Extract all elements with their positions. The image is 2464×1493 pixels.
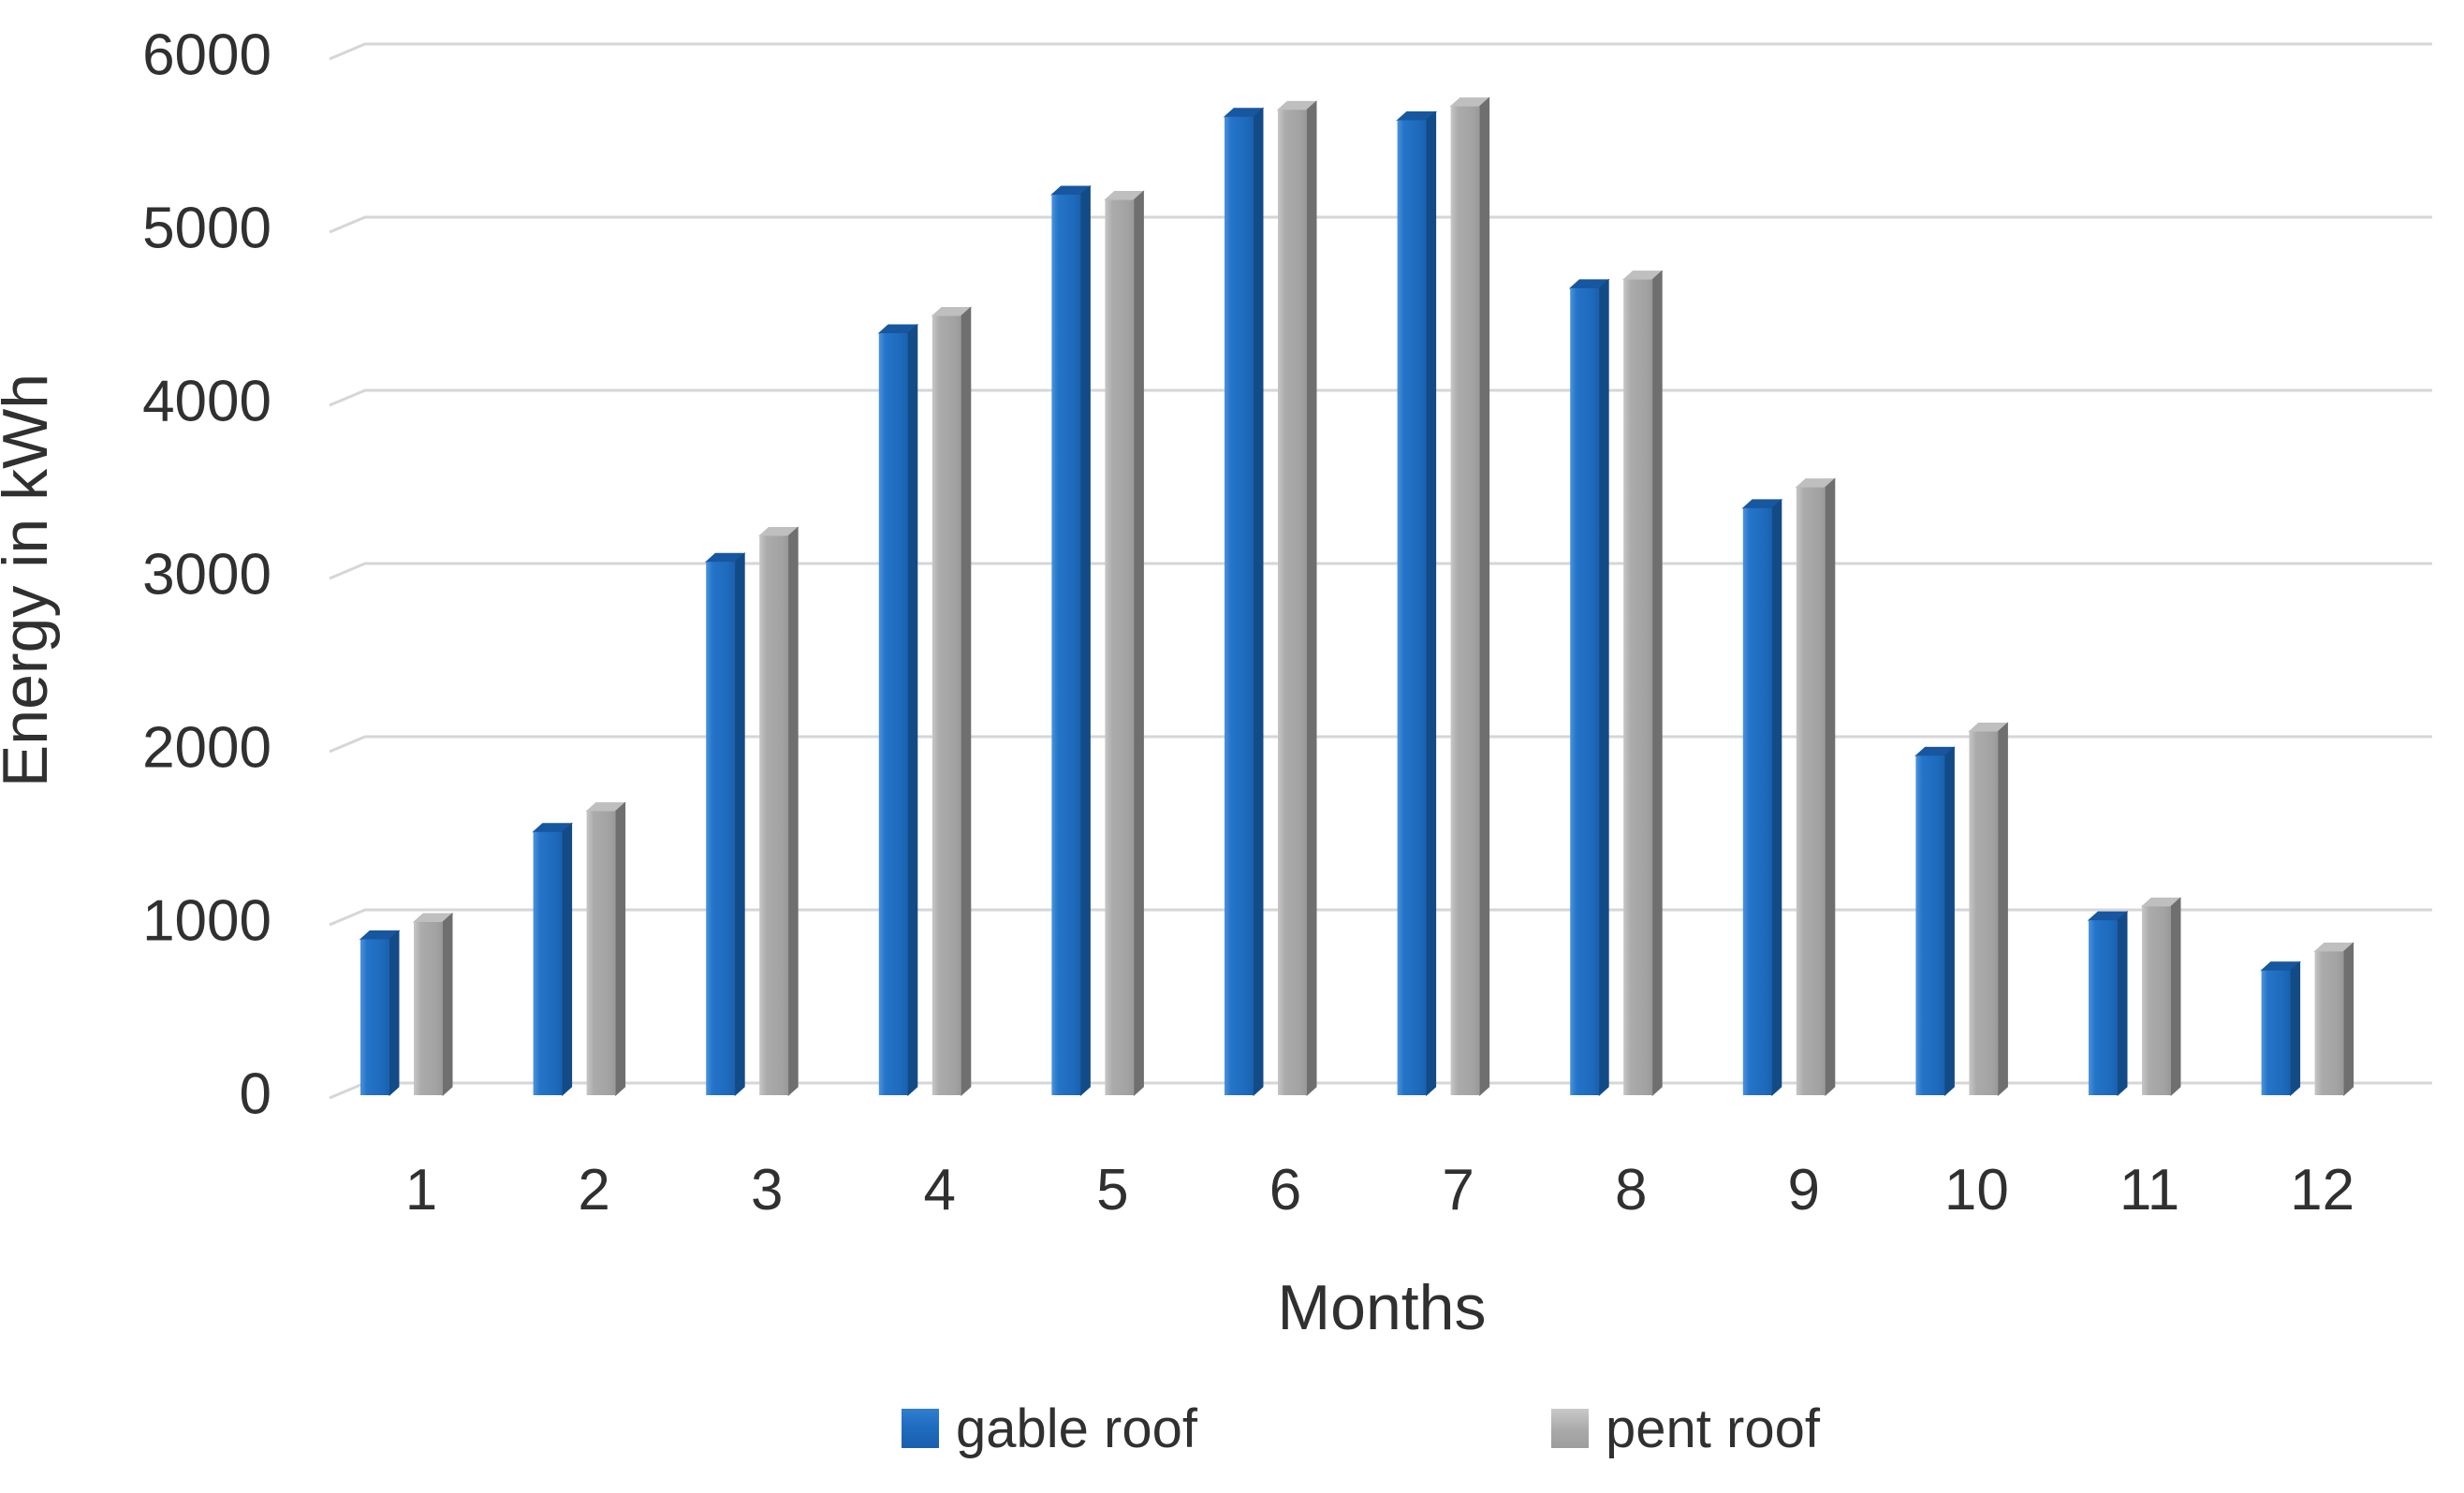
bar-side-gable-roof-month-10	[1943, 746, 1955, 1097]
bar-gable-roof-month-2	[533, 831, 563, 1095]
bar-pent-roof-month-5	[1105, 199, 1135, 1096]
legend: gable roof pent roof	[0, 1398, 2464, 1468]
bar-side-pent-roof-month-8	[1651, 270, 1663, 1097]
bar-gable-roof-month-4	[878, 333, 908, 1095]
bar-side-gable-roof-month-6	[1253, 107, 1264, 1097]
bar-side-gable-roof-month-11	[2117, 911, 2128, 1097]
bar-side-gable-roof-month-5	[1079, 184, 1091, 1097]
x-tick-label: 6	[1269, 1158, 1301, 1222]
bar-series	[359, 96, 2354, 1097]
legend-item-pent-roof: pent roof	[1551, 1398, 1820, 1459]
bar-pent-roof-month-11	[2142, 906, 2171, 1095]
bar-gable-roof-month-8	[1570, 287, 1600, 1095]
bar-side-pent-roof-month-2	[615, 801, 626, 1097]
y-tick-label: 5000	[142, 197, 271, 261]
x-tick-label: 2	[578, 1158, 609, 1222]
bar-side-pent-roof-month-7	[1479, 96, 1490, 1097]
x-tick-label: 4	[924, 1158, 956, 1222]
bar-side-pent-roof-month-5	[1133, 190, 1144, 1097]
y-tick-label: 3000	[142, 543, 271, 607]
bar-gable-roof-month-12	[2261, 970, 2291, 1095]
legend-label-pent-roof: pent roof	[1606, 1398, 1820, 1459]
gridline	[329, 215, 2432, 234]
bar-side-gable-roof-month-3	[734, 552, 745, 1097]
bar-gable-roof-month-6	[1225, 116, 1254, 1095]
gridline	[329, 42, 2432, 61]
bar-pent-roof-month-2	[586, 811, 616, 1095]
bar-side-pent-roof-month-10	[1997, 722, 2008, 1097]
bar-gable-roof-month-7	[1397, 120, 1427, 1096]
bar-gable-roof-month-3	[706, 562, 736, 1095]
x-axis-title: Months	[1278, 1272, 1487, 1343]
bar-pent-roof-month-1	[414, 922, 443, 1095]
bar-side-pent-roof-month-1	[442, 912, 453, 1097]
gridline	[329, 388, 2432, 407]
bar-side-pent-roof-month-3	[787, 526, 799, 1097]
bar-gable-roof-month-1	[360, 939, 389, 1095]
bar-side-pent-roof-month-11	[2170, 897, 2181, 1097]
bar-gable-roof-month-11	[2089, 920, 2118, 1095]
x-tick-label: 1	[405, 1158, 437, 1222]
legend-item-gable-roof: gable roof	[902, 1398, 1197, 1459]
bar-side-gable-roof-month-8	[1598, 278, 1609, 1097]
bar-pent-roof-month-6	[1278, 110, 1307, 1096]
y-tick-label: 0	[240, 1062, 271, 1127]
bar-gable-roof-month-5	[1051, 195, 1081, 1095]
bar-gable-roof-month-9	[1742, 507, 1772, 1095]
y-tick-label: 6000	[142, 23, 271, 88]
x-tick-label: 12	[2290, 1158, 2354, 1222]
bar-side-gable-roof-month-12	[2290, 960, 2301, 1097]
bar-side-gable-roof-month-2	[562, 822, 573, 1097]
bar-pent-roof-month-4	[931, 315, 961, 1095]
bar-pent-roof-month-12	[2314, 951, 2344, 1095]
x-tick-label: 11	[2119, 1158, 2179, 1222]
y-tick-label: 2000	[142, 716, 271, 781]
bar-side-pent-roof-month-12	[2343, 942, 2354, 1097]
gridline	[329, 735, 2432, 754]
legend-label-gable-roof: gable roof	[956, 1398, 1197, 1459]
bar-pent-roof-month-3	[759, 535, 789, 1095]
y-axis-title: Energy in kWh	[0, 373, 61, 787]
bar-side-pent-roof-month-9	[1825, 477, 1836, 1097]
bar-gable-roof-month-10	[1915, 755, 1945, 1095]
bar-pent-roof-month-8	[1623, 279, 1653, 1095]
bar-pent-roof-month-9	[1796, 487, 1826, 1095]
y-tick-label: 1000	[142, 889, 271, 954]
y-axis-tick-labels: 0 1000 2000 3000 4000 5000 6000	[142, 23, 271, 1127]
legend-swatch-gable-roof	[902, 1409, 939, 1448]
bar-side-gable-roof-month-4	[907, 323, 918, 1097]
x-tick-label: 8	[1615, 1158, 1647, 1222]
bar-side-gable-roof-month-7	[1426, 110, 1437, 1097]
bar-side-pent-roof-month-4	[961, 306, 972, 1097]
gridlines	[329, 42, 2432, 1100]
gridline	[329, 562, 2432, 580]
x-tick-label: 7	[1442, 1158, 1474, 1222]
x-tick-label: 10	[1944, 1158, 2009, 1222]
bar-side-gable-roof-month-9	[1771, 498, 1782, 1097]
legend-swatch-pent-roof	[1551, 1409, 1589, 1448]
bar-side-gable-roof-month-1	[389, 929, 400, 1097]
bar-pent-roof-month-7	[1450, 106, 1480, 1095]
x-axis-tick-labels: 1 2 3 4 5 6 7 8 9 10 11 12	[405, 1158, 2354, 1222]
x-tick-label: 3	[751, 1158, 783, 1222]
y-tick-label: 4000	[142, 370, 271, 434]
x-tick-label: 9	[1788, 1158, 1820, 1222]
bar-pent-roof-month-10	[1969, 731, 1999, 1095]
x-tick-label: 5	[1096, 1158, 1128, 1222]
bar-side-pent-roof-month-6	[1306, 100, 1317, 1097]
